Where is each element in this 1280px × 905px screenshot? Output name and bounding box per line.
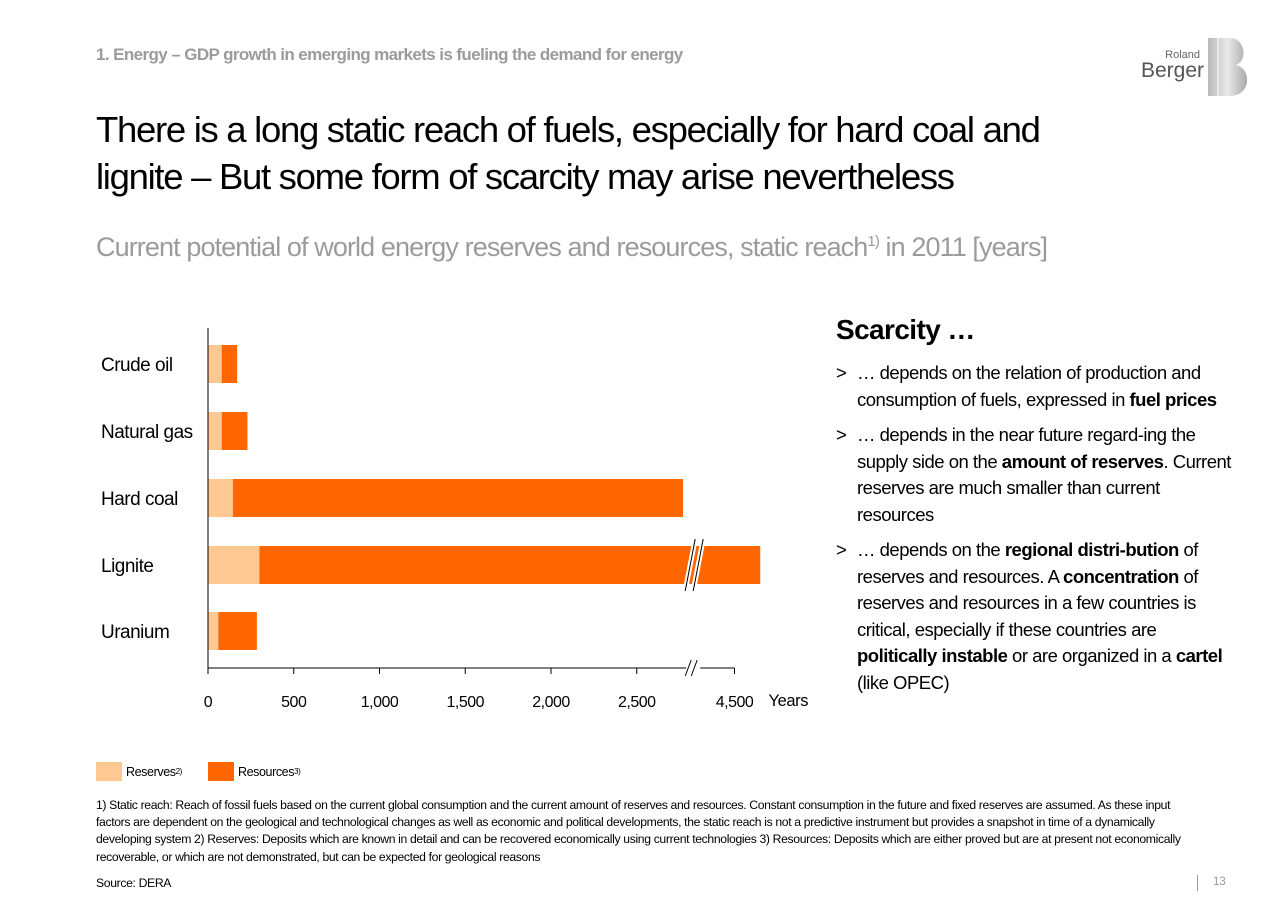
scarcity-bullet: > … depends on the relation of production… bbox=[836, 360, 1236, 413]
title-line-1: There is a long static reach of fuels, e… bbox=[96, 109, 1041, 150]
resources-bar bbox=[221, 345, 238, 383]
category-label: Hard coal bbox=[101, 489, 178, 510]
subtitle-tail: in 2011 [years] bbox=[878, 232, 1049, 262]
category-label: Natural gas bbox=[101, 422, 193, 443]
reserves-bar bbox=[208, 479, 233, 517]
x-tick-label: 2,500 bbox=[618, 694, 656, 711]
x-axis-break-mark bbox=[690, 659, 698, 677]
bullet-text: or are organized in a bbox=[1007, 645, 1176, 666]
logo-text-top: Roland bbox=[1165, 49, 1200, 61]
legend-reserves-swatch bbox=[96, 762, 122, 781]
bullet-text: . Current reserves are much smaller than… bbox=[857, 450, 1231, 525]
chart-subtitle: Current potential of world energy reserv… bbox=[96, 232, 1049, 263]
bullet-emphasis: politically instable bbox=[857, 645, 1008, 666]
footnote: 1) Static reach: Reach of fossil fuels b… bbox=[96, 798, 1181, 864]
x-tick-label: 1,500 bbox=[446, 694, 484, 711]
x-tick-label: 0 bbox=[204, 694, 213, 711]
x-tick-label: 2,000 bbox=[532, 694, 570, 711]
section-kicker: 1. Energy – GDP growth in emerging marke… bbox=[96, 45, 683, 64]
x-tick-label: 500 bbox=[281, 694, 307, 711]
x-tick-label: 1,000 bbox=[361, 694, 399, 711]
category-label: Lignite bbox=[101, 556, 154, 577]
bullet-emphasis: regional distri-bution bbox=[1004, 539, 1180, 560]
static-reach-bar-chart: Crude oil Natural gas Hard coal Lignite Uran… bbox=[101, 328, 809, 711]
logo-text-bottom: Berger bbox=[1141, 59, 1204, 82]
legend-resources-sup: 3) bbox=[294, 767, 301, 776]
bullet-emphasis: concentration bbox=[1063, 565, 1179, 587]
title-line-2: lignite – But some form of scarcity may … bbox=[96, 156, 955, 197]
legend-resources: Resources 3) bbox=[207, 762, 301, 781]
bullet-marker: > bbox=[836, 424, 847, 445]
roland-berger-logo: Roland Berger bbox=[1141, 38, 1248, 96]
reserves-bar bbox=[208, 612, 219, 650]
category-label: Uranium bbox=[101, 622, 169, 643]
subtitle-text: Current potential of world energy reserv… bbox=[96, 232, 868, 262]
reserves-bar bbox=[208, 412, 222, 450]
subtitle-sup: 1) bbox=[867, 233, 879, 250]
scarcity-bullet: > … depends in the near future regard-ing… bbox=[836, 422, 1236, 528]
resources-bar bbox=[232, 479, 684, 517]
x-tick-label: 4,500 bbox=[716, 694, 754, 711]
bullet-text: (like OPEC) bbox=[857, 671, 950, 693]
source-note: Source: DERA bbox=[96, 876, 172, 890]
scarcity-panel: Scarcity … > … depends on the relation of… bbox=[836, 314, 1236, 705]
bullet-text: … depends on the relation of production … bbox=[857, 362, 1201, 410]
legend-reserves-label: Reserves bbox=[126, 764, 176, 779]
bullet-emphasis: cartel bbox=[1175, 645, 1223, 666]
page-title: There is a long static reach of fuels, e… bbox=[96, 106, 1196, 200]
bar-break-mark bbox=[684, 538, 696, 592]
legend-resources-swatch bbox=[207, 762, 234, 781]
bullet-text: … depends in the near future regard-ing … bbox=[857, 424, 1196, 472]
bullet-marker: > bbox=[836, 539, 847, 560]
x-axis-break-mark bbox=[684, 659, 692, 677]
scarcity-bullet: > … depends on the regional distri-bution… bbox=[836, 537, 1236, 696]
bullet-text: of reserves and resources. A bbox=[857, 539, 1198, 587]
page-number-divider bbox=[1197, 875, 1198, 891]
legend-reserves-sup: 2) bbox=[175, 767, 183, 776]
resources-bar bbox=[221, 412, 248, 450]
reserves-bar bbox=[208, 345, 222, 383]
category-label: Crude oil bbox=[101, 355, 173, 376]
page-number: 13 bbox=[1213, 876, 1226, 888]
scarcity-bullets: > … depends on the relation of production… bbox=[836, 360, 1236, 696]
bar-break-mark bbox=[692, 538, 704, 592]
scarcity-heading: Scarcity … bbox=[836, 314, 975, 345]
bullet-marker: > bbox=[836, 362, 847, 383]
chart-legend: Reserves 2) Resources 3) bbox=[96, 762, 326, 781]
legend-resources-label: Resources bbox=[237, 764, 295, 779]
resources-bar bbox=[259, 546, 761, 584]
legend-reserves: Reserves 2) bbox=[96, 762, 182, 781]
x-axis-label: Years bbox=[769, 692, 809, 710]
bullet-emphasis: amount of reserves bbox=[1001, 450, 1164, 472]
resources-bar bbox=[218, 612, 257, 650]
bullet-text: … depends on the bbox=[857, 539, 1005, 560]
reserves-bar bbox=[208, 546, 260, 584]
bullet-emphasis: fuel prices bbox=[1129, 388, 1218, 410]
bullet-text: of reserves and resources in a few count… bbox=[857, 565, 1198, 640]
